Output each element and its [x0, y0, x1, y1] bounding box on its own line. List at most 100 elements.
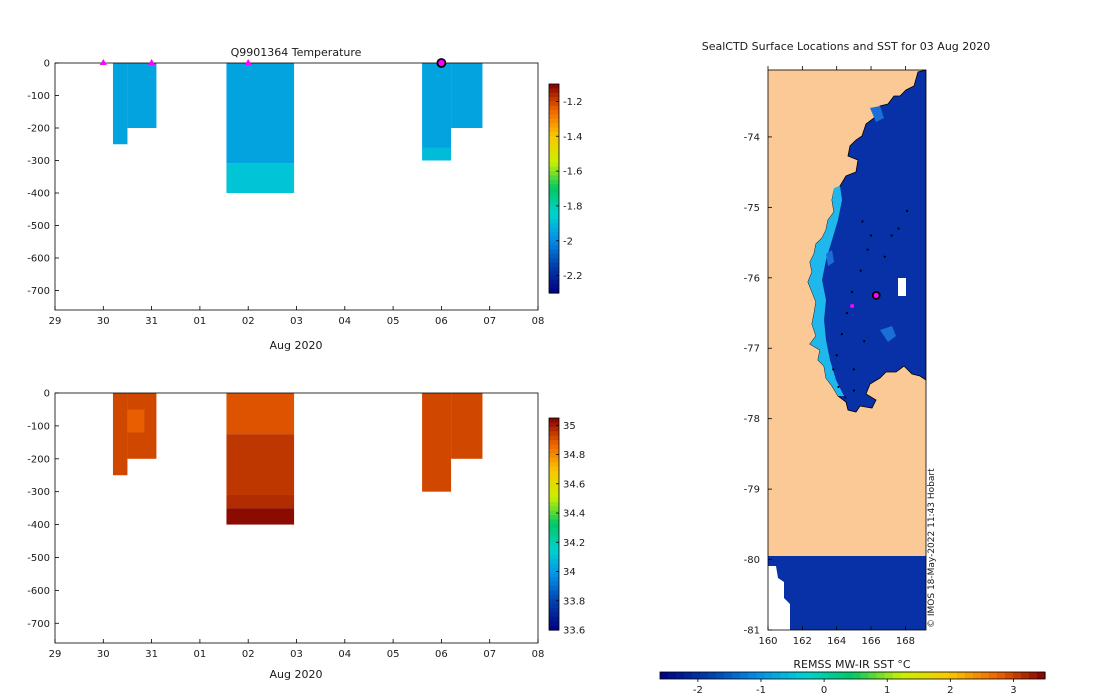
t-colorbar-segment	[549, 101, 559, 106]
sst-colorbar-segment	[676, 672, 685, 679]
s-colorbar-segment	[549, 595, 559, 600]
t-x-tick-label: 31	[145, 316, 158, 327]
track-point	[841, 333, 843, 335]
track-point	[853, 368, 855, 370]
s-x-tick-label: 31	[145, 649, 158, 660]
t-y-tick-label: -100	[27, 91, 50, 102]
s-colorbar-segment	[549, 462, 559, 467]
t-x-tick-label: 07	[483, 316, 496, 327]
s-section-cell	[422, 393, 451, 492]
t-colorbar-label: -1.4	[563, 132, 583, 143]
t-y-tick-label: -400	[27, 189, 50, 200]
t-x-tick-label: 02	[242, 316, 255, 327]
s-section-cell	[127, 409, 144, 432]
t-colorbar-segment	[549, 88, 559, 93]
temperature-x-ticks: 29 30 31 01 02 03 04 05 06 07 08	[49, 306, 545, 327]
s-colorbar-segment	[549, 524, 559, 529]
t-colorbar-segment	[549, 110, 559, 115]
temperature-colorbar: -1.2-1.4-1.6-1.8-2-2.2	[549, 84, 583, 294]
t-x-tick-label: 06	[435, 316, 448, 327]
s-colorbar-label: 35	[563, 421, 576, 432]
t-section-cell	[113, 63, 127, 144]
t-colorbar-segment	[549, 171, 559, 176]
t-colorbar-segment	[549, 280, 559, 285]
sst-colorbar-segment	[965, 672, 974, 679]
sst-colorbar-segment	[893, 672, 902, 679]
t-colorbar-segment	[549, 84, 559, 89]
sst-colorbar-segment	[1037, 672, 1046, 679]
t-colorbar-segment	[549, 93, 559, 98]
t-colorbar-segment	[549, 180, 559, 185]
track-point	[837, 386, 839, 388]
sst-colorbar-segment	[692, 672, 701, 679]
t-colorbar-segment	[549, 158, 559, 163]
t-colorbar-segment	[549, 245, 559, 250]
sst-colorbar-segment	[957, 672, 966, 679]
southern-ocean-strip	[768, 556, 926, 630]
track-point	[863, 340, 865, 342]
map-y-tick-label: -75	[744, 203, 760, 214]
sst-colorbar-segment	[877, 672, 886, 679]
salinity-panel: 29 30 31 01 02 03 04 05 06 07 08 0-100-200-300-400…	[27, 389, 585, 682]
s-colorbar-segment	[549, 573, 559, 578]
t-x-tick-label: 08	[532, 316, 545, 327]
s-colorbar-segment	[549, 599, 559, 604]
t-colorbar-segment	[549, 223, 559, 228]
t-y-tick-label: -200	[27, 124, 50, 135]
s-x-tick-label: 06	[435, 649, 448, 660]
sst-colorbar-segment	[973, 672, 982, 679]
t-x-tick-label: 29	[49, 316, 62, 327]
s-colorbar-segment	[549, 427, 559, 432]
sst-colorbar: -2 -1 0 1 2 3	[660, 672, 1046, 696]
s-colorbar-segment	[549, 489, 559, 494]
track-point	[867, 249, 869, 251]
sst-colorbar-segment	[933, 672, 942, 679]
sst-colorbar-segment	[1021, 672, 1030, 679]
salinity-x-ticks: 29 30 31 01 02 03 04 05 06 07 08	[49, 639, 545, 660]
track-point	[851, 291, 853, 293]
sst-colorbar-label: -1	[756, 685, 766, 696]
s-colorbar-segment	[549, 612, 559, 617]
t-colorbar-segment	[549, 184, 559, 189]
s-colorbar-segment	[549, 458, 559, 463]
sst-colorbar-segment	[756, 672, 765, 679]
sst-colorbar-segment	[820, 672, 829, 679]
sst-colorbar-segment	[732, 672, 741, 679]
t-colorbar-segment	[549, 114, 559, 119]
t-section-cell	[422, 63, 451, 148]
track-point	[853, 389, 855, 391]
s-colorbar-segment	[549, 475, 559, 480]
salinity-cells	[113, 393, 482, 525]
temperature-xlabel: Aug 2020	[270, 339, 323, 352]
sst-colorbar-segment	[700, 672, 709, 679]
sst-colorbar-segment	[949, 672, 958, 679]
track-point	[836, 354, 838, 356]
figure: Q9901364 Temperature 29 30 31 01 02 03 04 05 06 0…	[0, 0, 1100, 700]
track-point	[844, 396, 846, 398]
s-colorbar-segment	[549, 484, 559, 489]
sst-colorbar-segment	[1005, 672, 1014, 679]
salinity-xlabel: Aug 2020	[270, 668, 323, 681]
s-section-cell	[226, 508, 294, 524]
s-colorbar-segment	[549, 506, 559, 511]
s-colorbar-segment	[549, 621, 559, 626]
t-colorbar-label: -1.8	[563, 201, 583, 212]
sst-colorbar-segment	[828, 672, 837, 679]
t-section-cell	[226, 164, 294, 193]
track-point	[846, 312, 848, 314]
t-colorbar-segment	[549, 232, 559, 237]
s-y-tick-label: -300	[27, 487, 50, 498]
t-colorbar-label: -2.2	[563, 271, 583, 282]
sst-colorbar-segment	[748, 672, 757, 679]
sst-colorbar-label: REMSS MW-IR SST °C	[793, 658, 911, 671]
track-point	[870, 234, 872, 236]
s-x-tick-label: 05	[387, 649, 400, 660]
sst-colorbar-label: 1	[884, 685, 890, 696]
s-colorbar-segment	[549, 471, 559, 476]
s-colorbar-segment	[549, 418, 559, 423]
s-colorbar-segment	[549, 559, 559, 564]
t-x-tick-label: 04	[338, 316, 351, 327]
s-colorbar-segment	[549, 604, 559, 609]
t-colorbar-label: -1.6	[563, 167, 583, 178]
s-colorbar-segment	[549, 608, 559, 613]
